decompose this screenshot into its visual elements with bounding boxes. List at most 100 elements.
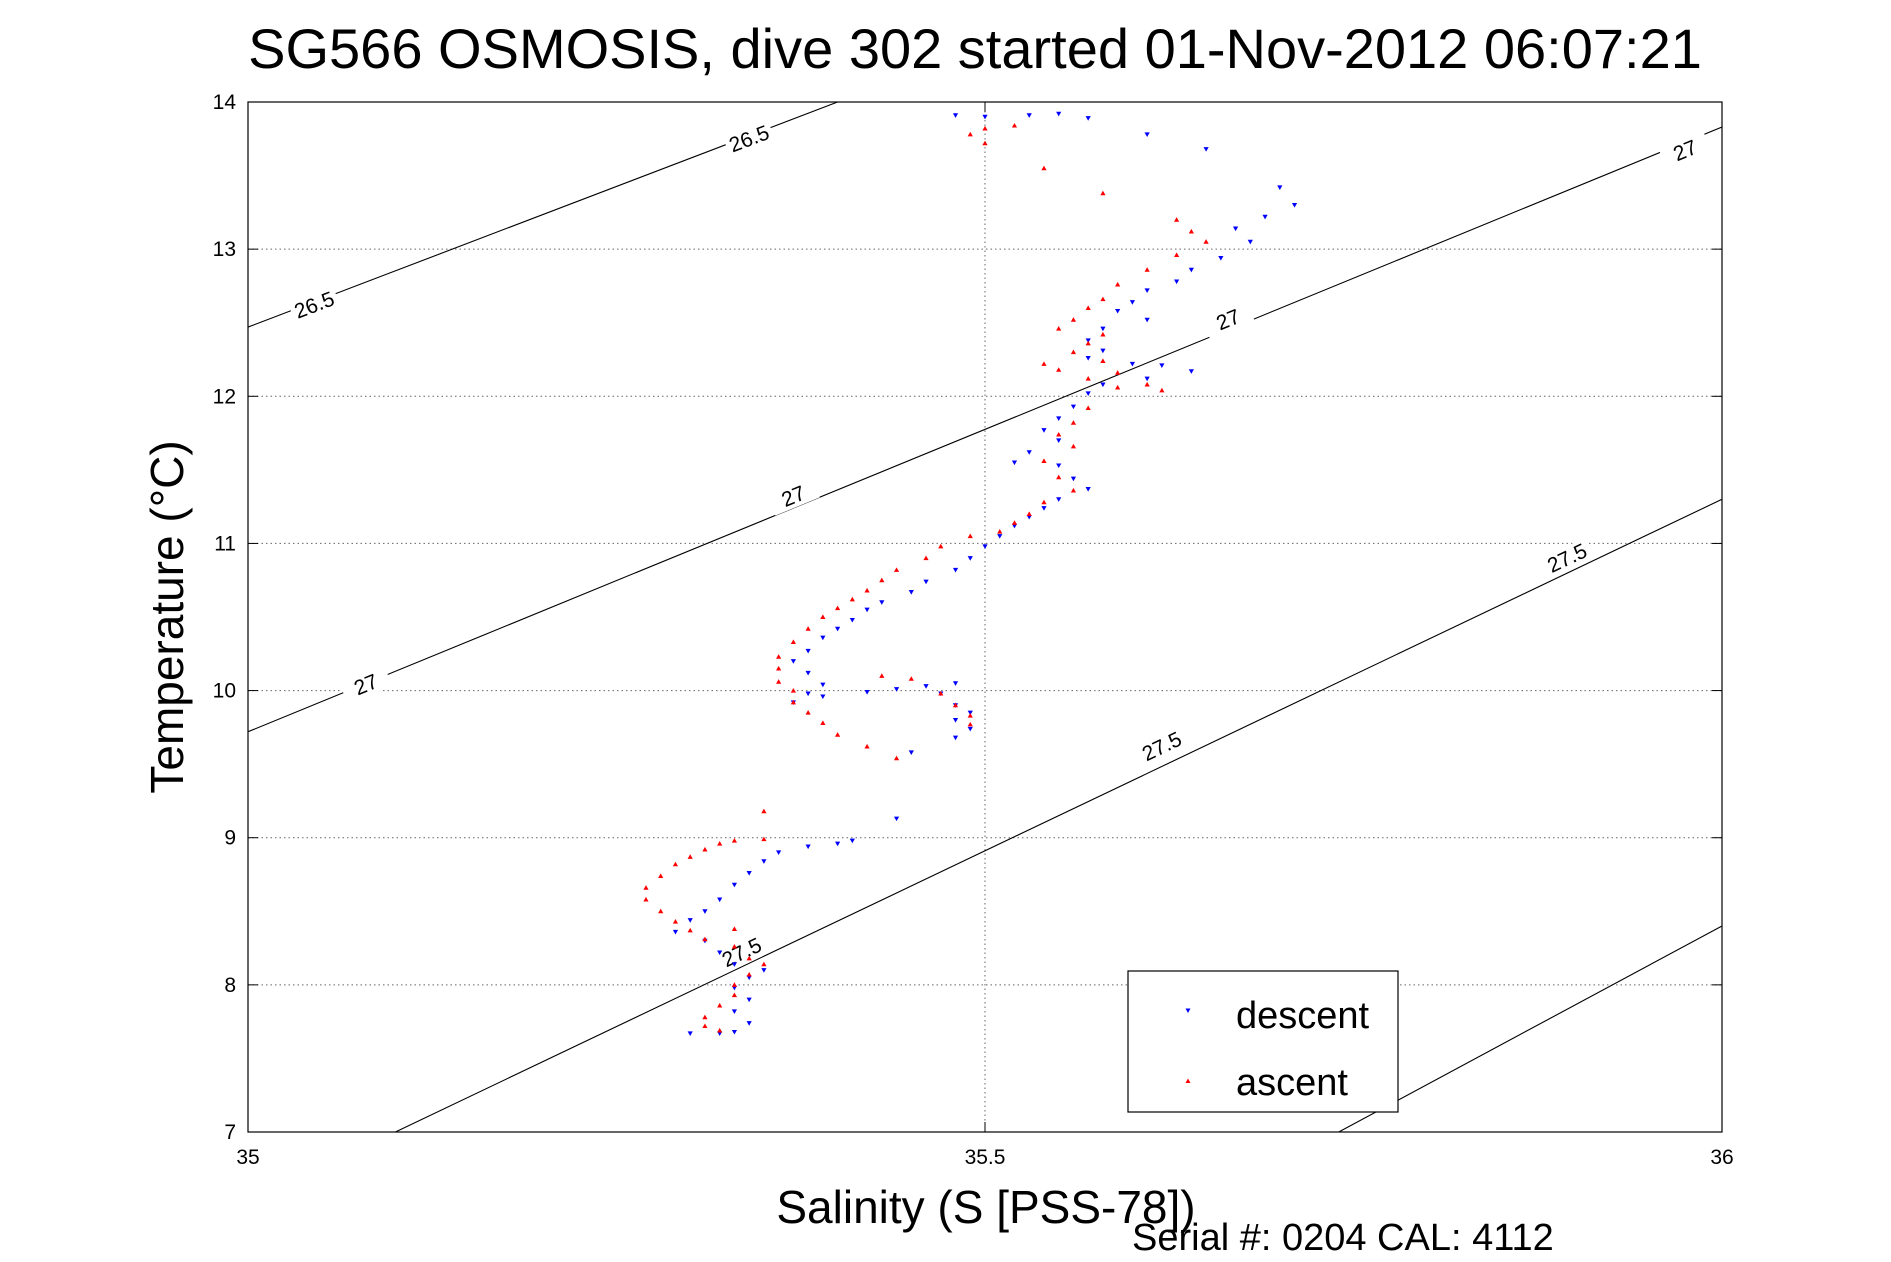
descent-point [1056, 416, 1062, 421]
ascent-point [1056, 326, 1062, 331]
legend-ascent-marker [1185, 1078, 1191, 1083]
descent-point [967, 710, 973, 716]
ascent-point [1188, 228, 1194, 234]
ascent-point [967, 712, 973, 718]
ascent-point [1056, 431, 1062, 437]
descent-point [731, 1029, 738, 1035]
descent-point [1291, 203, 1298, 208]
contour-label-bg [1658, 131, 1712, 170]
ascent-point [761, 961, 767, 967]
ascent-point [967, 533, 973, 539]
ascent-point [982, 125, 988, 131]
ascent-point [1100, 358, 1106, 363]
ascent-point [820, 614, 826, 619]
y-tick-label: 8 [224, 974, 236, 997]
descent-point [1144, 288, 1150, 293]
contour-label-bg [767, 477, 820, 516]
ascent-point [717, 1027, 723, 1033]
descent-point [952, 681, 959, 686]
ascent-point [1115, 384, 1121, 390]
ascent-point [687, 854, 693, 859]
contour-label-bg [287, 286, 341, 324]
ascent-point [805, 710, 811, 715]
descent-point [982, 114, 988, 120]
ascent-point [776, 679, 782, 684]
descent-point [731, 985, 738, 991]
descent-point [967, 726, 973, 732]
ascent-point [761, 808, 767, 814]
descent-series [672, 111, 1298, 1037]
y-tick-label: 10 [213, 680, 236, 703]
y-axis-label: Temperature (°C) [141, 440, 193, 793]
legend-ascent-label: ascent [1236, 1062, 1348, 1104]
descent-point [1085, 391, 1091, 396]
ascent-point [658, 908, 664, 914]
descent-point [687, 918, 693, 923]
ascent-point [702, 1023, 708, 1029]
ascent-point [731, 982, 738, 987]
ascent-point [1070, 317, 1077, 322]
ascent-point [879, 673, 885, 678]
ascent-point [776, 654, 782, 659]
ascent-point [893, 755, 900, 761]
descent-point [1232, 226, 1239, 232]
descent-point [864, 607, 870, 613]
ascent-point [982, 140, 988, 146]
descent-point [820, 635, 826, 641]
descent-point [717, 1031, 723, 1037]
descent-point [1144, 376, 1150, 382]
ascent-point [1026, 511, 1032, 516]
ascent-point [820, 720, 826, 725]
ascent-point [731, 944, 738, 949]
ascent-point [864, 743, 870, 749]
ascent-point [731, 992, 738, 998]
ascent-point [1056, 474, 1062, 480]
ascent-point [864, 587, 870, 593]
ascent-point [1011, 122, 1018, 128]
descent-point [805, 844, 811, 850]
descent-point [672, 929, 679, 935]
descent-point [1100, 348, 1106, 354]
ascent-point [717, 841, 723, 846]
descent-point [1026, 514, 1032, 520]
descent-point [776, 850, 782, 856]
ascent-point [790, 639, 796, 645]
descent-point [1129, 300, 1135, 305]
ascent-point [1011, 520, 1018, 525]
descent-point [790, 659, 796, 664]
ascent-point [672, 861, 679, 867]
descent-point [1041, 506, 1047, 511]
ascent-point [1056, 367, 1062, 372]
descent-point [1085, 116, 1091, 121]
descent-point [1203, 147, 1209, 152]
axis-ticks: 35 35.5 36 7 8 9 10 11 12 13 14 [213, 91, 1734, 1169]
descent-point [952, 718, 959, 723]
ascent-point [702, 1014, 708, 1020]
descent-point [835, 841, 841, 847]
ascent-point [938, 543, 944, 549]
descent-point [849, 617, 855, 623]
ascent-point [1085, 305, 1091, 310]
ascent-point [672, 918, 679, 924]
serial-cal-footer: Serial #: 0204 CAL: 4112 [1132, 1217, 1554, 1259]
ascent-point [997, 529, 1003, 534]
descent-point [761, 859, 767, 864]
contour-label-bg [1135, 726, 1189, 767]
density-contour-28 [1338, 925, 1722, 1132]
ascent-point [835, 605, 841, 611]
ascent-point [1159, 387, 1165, 393]
descent-point [746, 997, 752, 1003]
contour-label-bg [1540, 537, 1594, 579]
ascent-point [1070, 349, 1077, 355]
ascent-point [849, 596, 855, 602]
descent-point [731, 962, 738, 967]
y-tick-label: 7 [224, 1121, 236, 1144]
descent-point [820, 682, 826, 688]
descent-point [1085, 356, 1091, 361]
descent-point [1144, 132, 1150, 137]
descent-point [717, 950, 723, 956]
ascent-point [643, 885, 649, 890]
ascent-point [923, 555, 929, 561]
ascent-point [805, 626, 811, 631]
x-tick-label: 35 [236, 1146, 259, 1169]
